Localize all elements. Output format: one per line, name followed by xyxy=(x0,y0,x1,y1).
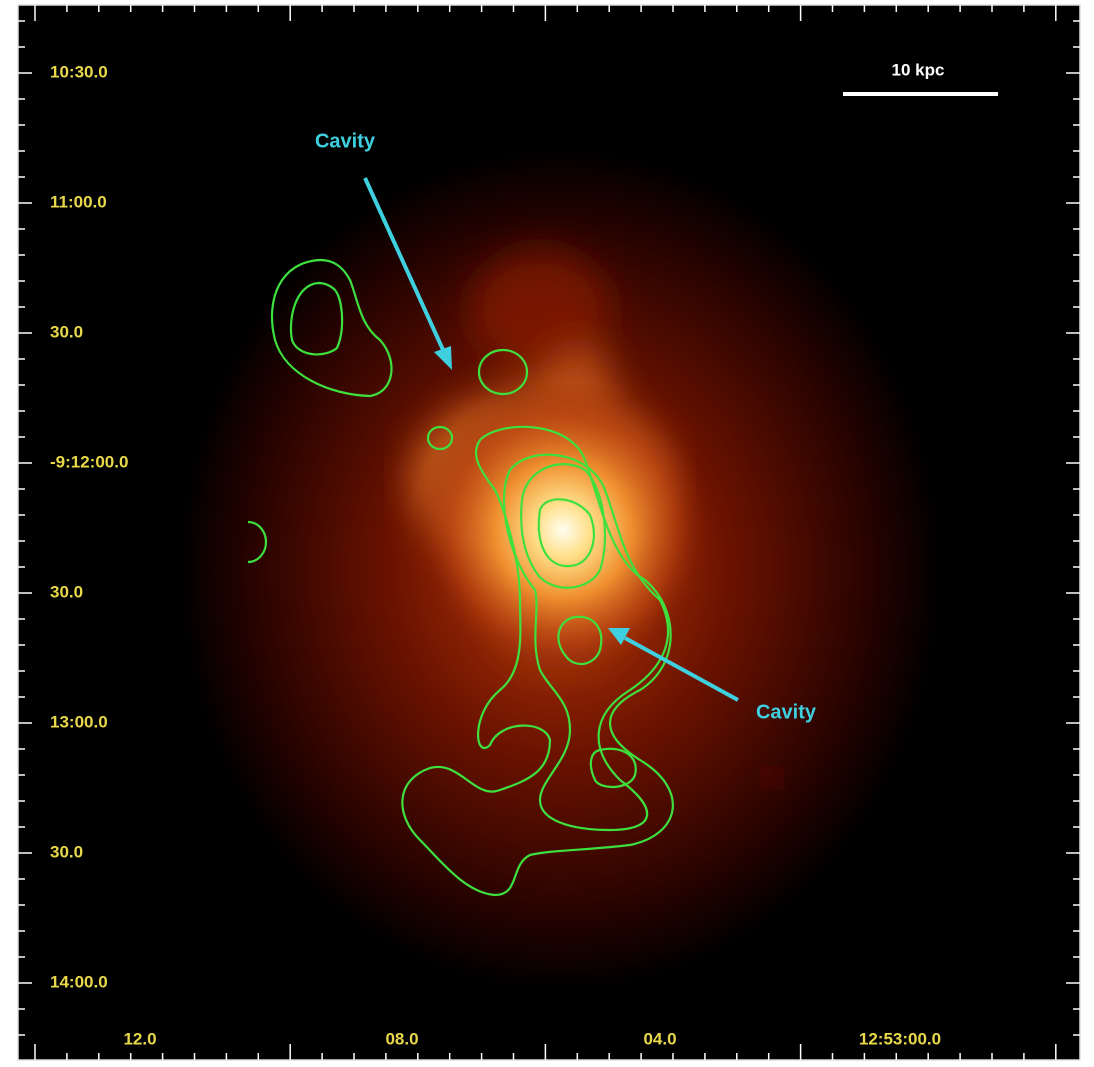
annotation: Cavity xyxy=(756,701,817,723)
y-label: 14:00.0 xyxy=(50,972,108,991)
scale-bar-label: 10 kpc xyxy=(892,60,945,79)
x-label: 12:53:00.0 xyxy=(859,1029,941,1048)
figure: Cavity Cavity 10 kpc 10:30.0 11:00.0 30.0 -… xyxy=(0,0,1094,1067)
y-label: 30.0 xyxy=(50,582,83,601)
x-label: 04.0 xyxy=(643,1029,676,1048)
x-label: 08.0 xyxy=(385,1029,418,1048)
y-label: 10:30.0 xyxy=(50,62,108,81)
y-label: 30.0 xyxy=(50,322,83,341)
xray-emission xyxy=(180,150,940,990)
source xyxy=(762,768,782,788)
y-label: 13:00.0 xyxy=(50,712,108,731)
x-label: 12.0 xyxy=(123,1029,156,1048)
y-label: 11:00.0 xyxy=(50,192,107,211)
annotation: Cavity xyxy=(315,130,376,152)
y-label: 30.0 xyxy=(50,842,83,861)
y-label: -9:12:00.0 xyxy=(50,452,128,471)
